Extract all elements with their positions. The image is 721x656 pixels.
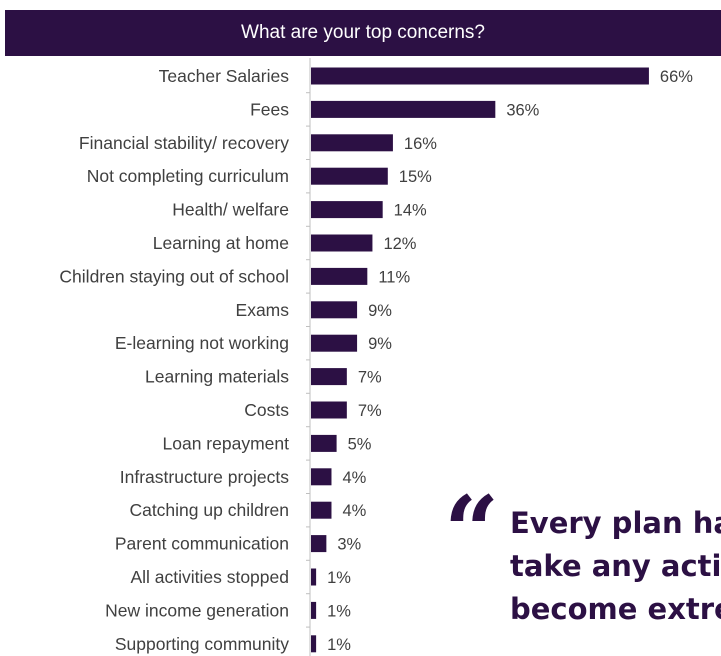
data-label: 12% bbox=[383, 235, 416, 253]
data-label: 3% bbox=[337, 536, 361, 554]
bar bbox=[311, 67, 649, 85]
category-label: Learning materials bbox=[145, 367, 289, 387]
bar bbox=[311, 334, 358, 352]
data-label: 1% bbox=[327, 636, 351, 654]
bar bbox=[311, 267, 368, 285]
bar bbox=[311, 234, 373, 252]
bar bbox=[311, 401, 347, 419]
category-label: Exams bbox=[236, 300, 290, 320]
data-label: 7% bbox=[358, 402, 382, 420]
category-label: Catching up children bbox=[129, 500, 289, 520]
data-label: 66% bbox=[660, 68, 693, 86]
category-label: All activities stopped bbox=[130, 567, 289, 587]
category-label: E-learning not working bbox=[115, 333, 289, 353]
category-label: New income generation bbox=[105, 600, 289, 620]
category-label: Health/ welfare bbox=[172, 200, 289, 220]
data-label: 5% bbox=[348, 435, 372, 453]
data-label: 16% bbox=[404, 135, 437, 153]
data-label: 7% bbox=[358, 369, 382, 387]
category-label: Not completing curriculum bbox=[87, 166, 289, 186]
category-label: Children staying out of school bbox=[59, 266, 289, 286]
bar bbox=[311, 434, 337, 452]
category-label: Infrastructure projects bbox=[120, 467, 289, 487]
bar bbox=[311, 635, 317, 653]
bar bbox=[311, 368, 347, 386]
category-label: Fees bbox=[250, 99, 289, 119]
bar bbox=[311, 468, 332, 486]
data-label: 1% bbox=[327, 569, 351, 587]
category-label: Costs bbox=[244, 400, 289, 420]
bar bbox=[311, 100, 496, 118]
data-label: 4% bbox=[342, 502, 366, 520]
data-label: 1% bbox=[327, 602, 351, 620]
bar bbox=[311, 167, 388, 185]
bar bbox=[311, 568, 317, 586]
category-label: Learning at home bbox=[153, 233, 289, 253]
chart-title: What are your top concerns? bbox=[241, 22, 485, 43]
data-label: 15% bbox=[399, 168, 432, 186]
category-label: Supporting community bbox=[115, 634, 289, 654]
quote-callout: “ Every plan has been halted, we cannot … bbox=[444, 484, 721, 656]
bar bbox=[311, 201, 383, 219]
bar bbox=[311, 535, 327, 553]
category-label: Teacher Salaries bbox=[159, 66, 290, 86]
bar bbox=[311, 601, 317, 619]
bar bbox=[311, 501, 332, 519]
bar bbox=[311, 134, 393, 152]
category-label: Loan repayment bbox=[163, 433, 290, 453]
quote-line: take any action as the situation has bbox=[510, 549, 721, 583]
data-label: 36% bbox=[506, 101, 539, 119]
data-label: 9% bbox=[368, 302, 392, 320]
category-label: Parent communication bbox=[115, 534, 289, 554]
quote-text: Every plan has been halted, we cannot ta… bbox=[510, 502, 721, 631]
quote-line: Every plan has been halted, we cannot bbox=[510, 506, 721, 540]
data-label: 14% bbox=[394, 202, 427, 220]
data-label: 11% bbox=[378, 268, 410, 286]
quote-mark-icon: “ bbox=[444, 484, 500, 588]
bar bbox=[311, 301, 358, 319]
quote-line: become extremely difficult. bbox=[510, 592, 721, 626]
category-label: Financial stability/ recovery bbox=[79, 133, 289, 153]
data-label: 9% bbox=[368, 335, 392, 353]
chart-title-banner: What are your top concerns? bbox=[5, 10, 721, 56]
data-label: 4% bbox=[342, 469, 366, 487]
